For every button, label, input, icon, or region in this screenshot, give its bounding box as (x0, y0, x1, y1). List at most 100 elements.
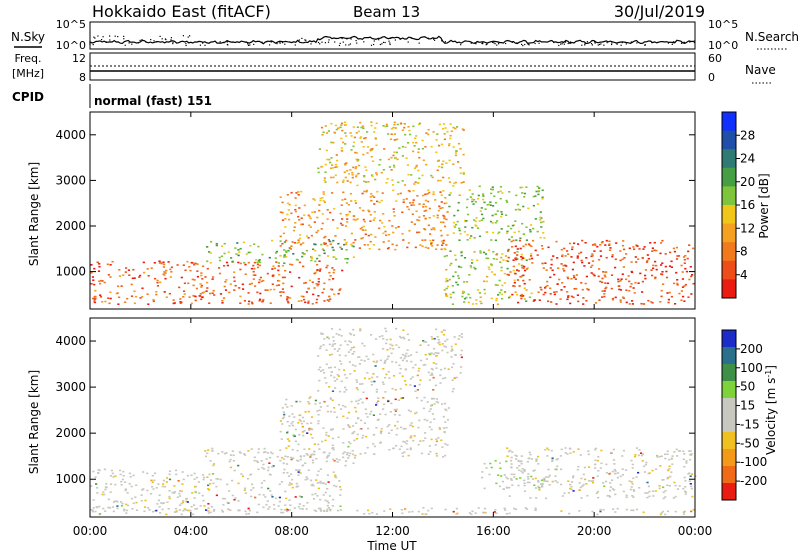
nsky-point (389, 43, 391, 46)
scatter-point (439, 207, 442, 210)
scatter-point (402, 428, 405, 430)
scatter-point (400, 337, 403, 339)
scatter-point (355, 132, 358, 134)
scatter-point (516, 279, 520, 281)
scatter-point (275, 252, 278, 254)
scatter-point (660, 242, 663, 244)
scatter-point (537, 463, 540, 465)
scatter-point (380, 427, 383, 430)
scatter-point (328, 158, 331, 161)
scatter-point (392, 447, 395, 450)
scatter-point (654, 260, 657, 263)
scatter-point (178, 492, 181, 495)
scatter-point (432, 215, 435, 217)
scatter-point (124, 271, 127, 273)
scatter-point (613, 463, 616, 465)
scatter-point (301, 464, 304, 467)
scatter-point (530, 245, 533, 247)
scatter-point (572, 475, 575, 477)
scatter-point (641, 460, 644, 462)
scatter-point (244, 273, 247, 275)
scatter-point (443, 133, 446, 135)
scatter-point (361, 401, 364, 404)
scatter-point (551, 458, 554, 461)
scatter-point (265, 458, 268, 460)
scatter-point (402, 198, 405, 201)
scatter-point (556, 283, 559, 285)
scatter-point (625, 253, 628, 255)
scatter-point (427, 509, 430, 512)
scatter-point (532, 227, 535, 230)
scatter-point (334, 235, 337, 237)
scatter-point (395, 244, 398, 247)
scatter-point (395, 361, 398, 364)
scatter-point (460, 366, 463, 368)
scatter-point (637, 454, 641, 457)
scatter-point (349, 349, 352, 351)
scatter-point (99, 294, 102, 296)
scatter-point (578, 510, 581, 512)
scatter-point (477, 194, 480, 197)
scatter-point (566, 291, 569, 293)
scatter-point (178, 286, 181, 289)
scatter-point (654, 277, 657, 280)
scatter-point (280, 511, 283, 514)
scatter-point (382, 241, 385, 243)
scatter-point (560, 289, 563, 291)
scatter-point (579, 486, 582, 489)
scatter-point (107, 506, 110, 509)
scatter-point (278, 273, 281, 276)
scatter-point (351, 364, 354, 366)
scatter-point (527, 476, 530, 478)
scatter-point (441, 446, 444, 448)
scatter-point (323, 201, 326, 203)
scatter-point (446, 338, 449, 341)
scatter-point (566, 276, 569, 279)
colorbar-swatch (722, 205, 736, 225)
scatter-point (232, 460, 235, 462)
nsky-point (327, 41, 330, 43)
scatter-point (333, 131, 336, 134)
scatter-point (496, 284, 499, 286)
scatter-point (198, 492, 201, 494)
scatter-point (591, 264, 594, 267)
scatter-point (359, 227, 362, 230)
scatter-point (165, 481, 168, 483)
scatter-point (215, 494, 218, 497)
scatter-point (517, 208, 520, 211)
scatter-point (534, 477, 537, 480)
scatter-point (239, 262, 242, 265)
scatter-point (498, 485, 501, 488)
nsky-point (185, 43, 187, 45)
scatter-point (514, 245, 517, 248)
scatter-point (286, 420, 289, 423)
scatter-point (544, 262, 547, 264)
scatter-point (458, 194, 461, 196)
scatter-point (500, 256, 503, 259)
scatter-point (257, 451, 260, 454)
scatter-point (331, 246, 334, 249)
scatter-point (182, 500, 185, 502)
scatter-point (550, 449, 553, 452)
scatter-point (581, 239, 584, 242)
scatter-point (683, 453, 686, 455)
scatter-point (109, 291, 112, 294)
scatter-point (441, 163, 444, 165)
scatter-point (124, 489, 127, 492)
scatter-point (587, 262, 591, 264)
scatter-point (683, 285, 686, 287)
scatter-point (489, 201, 492, 203)
scatter-point (295, 258, 298, 261)
scatter-point (231, 450, 234, 452)
scatter-point (363, 513, 366, 515)
scatter-point (625, 278, 628, 281)
scatter-point (440, 248, 443, 251)
scatter-point (342, 442, 345, 444)
colorbar-tick-label: -200 (740, 474, 767, 488)
scatter-point (632, 496, 635, 498)
scatter-point (506, 477, 509, 480)
scatter-point (376, 360, 379, 362)
scatter-point (343, 239, 346, 241)
scatter-point (605, 239, 608, 242)
scatter-point (294, 208, 297, 211)
